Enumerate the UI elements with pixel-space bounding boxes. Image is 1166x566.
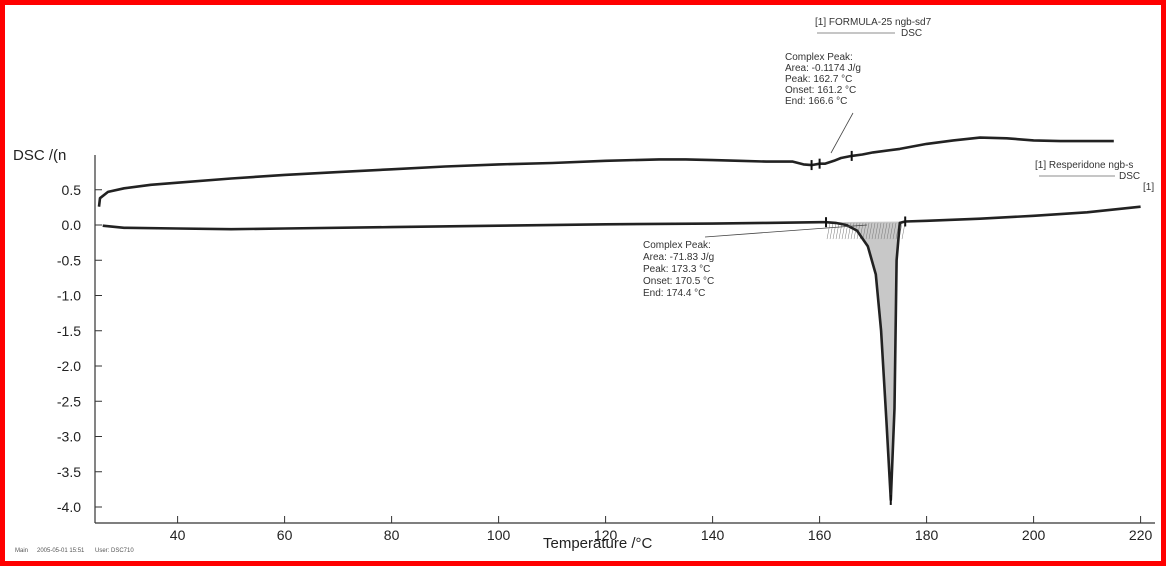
hatch-line — [862, 222, 867, 240]
annotation-2-line-3: Peak: 173.3 °C — [643, 264, 710, 275]
hatch-line — [838, 222, 843, 240]
x-tick-label: 160 — [808, 527, 832, 543]
hatch-line — [835, 222, 840, 240]
x-tick-label: 40 — [170, 527, 186, 543]
legend-resperidone: [1] Resperidone ngb-s DSC [1] — [1035, 160, 1154, 193]
x-axis-label: Temperature /°C — [543, 535, 653, 552]
footer-user: User: DSC710 — [95, 548, 134, 554]
y-tick-label: -2.0 — [57, 358, 81, 374]
hatch-line — [892, 222, 897, 240]
x-tick-label: 140 — [701, 527, 725, 543]
series-resperidone-line — [102, 205, 1141, 502]
y-tick-label: -1.5 — [57, 323, 81, 339]
annotation-1-line-4: Onset: 161.2 °C — [785, 85, 856, 96]
annotation-1-line-5: End: 166.6 °C — [785, 96, 847, 107]
y-tick-label: -3.0 — [57, 429, 81, 445]
x-tick-label: 180 — [915, 527, 939, 543]
legend-formula-sub: DSC — [901, 28, 922, 39]
hatch-line — [829, 222, 834, 240]
y-tick-label: -0.5 — [57, 252, 81, 268]
footer-info: Main 2005-05-01 15:51 User: DSC710 — [15, 548, 134, 554]
dsc-chart: 0.5 0.0 -0.5 -1.0 -1.5 -2.0 -2.5 -3.0 -3.5 -4.0 4… — [13, 17, 1155, 554]
hatch-line — [871, 222, 876, 240]
y-tick-label: 0.0 — [62, 217, 82, 233]
annotation-1-leader — [830, 112, 854, 154]
legend-resperidone-name: [1] Resperidone ngb-s — [1035, 160, 1133, 171]
hatch-line — [865, 222, 870, 240]
footer-main: Main — [15, 548, 28, 554]
x-tick-label: 220 — [1129, 527, 1153, 543]
annotation-2-line-2: Area: -71.83 J/g — [643, 252, 714, 263]
peak-area-fill — [826, 221, 906, 500]
hatch-line — [883, 222, 888, 240]
annotation-2-leader — [704, 224, 868, 238]
x-tick-label: 120 — [594, 527, 618, 543]
legend-formula: [1] FORMULA-25 ngb-sd7 DSC — [815, 17, 932, 39]
legend-formula-name: [1] FORMULA-25 ngb-sd7 — [815, 17, 932, 28]
hatch-line — [826, 222, 831, 240]
y-axis-label: DSC /(n — [13, 147, 66, 164]
x-tick-label: 80 — [384, 527, 400, 543]
annotation-resperidone-peak: Complex Peak: Area: -71.83 J/g Peak: 173… — [643, 240, 714, 299]
hatch-line — [880, 222, 885, 240]
x-tick-label: 100 — [487, 527, 511, 543]
hatch-line — [889, 222, 894, 240]
annotation-1-line-1: Complex Peak: — [785, 52, 853, 63]
hatch-line — [868, 222, 873, 240]
hatch-line — [847, 222, 852, 240]
hatch-line — [886, 222, 891, 240]
footer-date: 2005-05-01 15:51 — [37, 548, 85, 554]
x-tick-label: 60 — [277, 527, 293, 543]
annotation-formula-peak: Complex Peak: Area: -0.1174 J/g Peak: 16… — [785, 52, 861, 107]
y-tick-label: -2.5 — [57, 393, 81, 409]
x-tick-label: 200 — [1022, 527, 1046, 543]
annotation-2-line-4: Onset: 170.5 °C — [643, 276, 714, 287]
y-tick-label: -3.5 — [57, 464, 81, 480]
y-tick-label: 0.5 — [62, 182, 82, 198]
hatch-line — [874, 222, 879, 240]
annotation-1-line-3: Peak: 162.7 °C — [785, 74, 852, 85]
hatch-line — [877, 222, 882, 240]
legend-resperidone-tag: [1] — [1143, 182, 1154, 193]
hatch-line — [832, 222, 837, 240]
annotation-2-line-5: End: 174.4 °C — [643, 288, 705, 299]
legend-resperidone-sub: DSC — [1119, 171, 1140, 182]
hatch-line — [850, 222, 855, 240]
annotation-2-line-1: Complex Peak: — [643, 240, 711, 251]
series-formula-line — [97, 136, 1114, 207]
y-tick-label: -1.0 — [57, 288, 81, 304]
y-tick-label: -4.0 — [57, 499, 81, 515]
annotation-1-line-2: Area: -0.1174 J/g — [785, 63, 861, 74]
